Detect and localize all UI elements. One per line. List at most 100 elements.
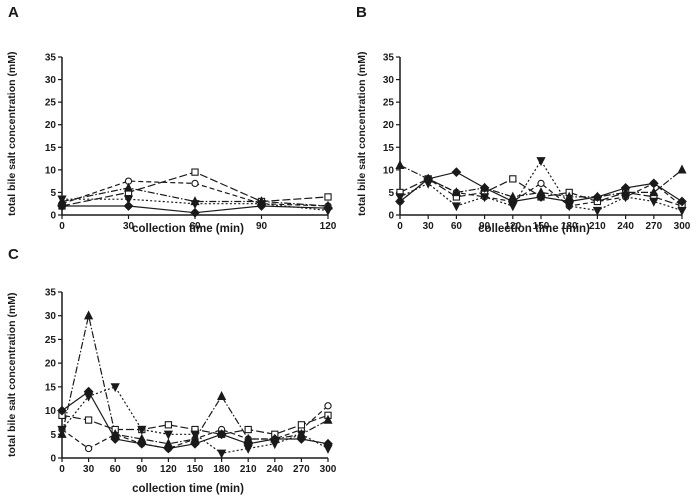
series-line-filled-triangle	[61, 315, 329, 445]
x-tick-label: 240	[617, 221, 634, 232]
marker-triangle-down-icon	[163, 430, 174, 440]
panel-b: B total bile salt concentration (mM) 0 5 1…	[348, 0, 699, 250]
panel-a-y-axis-title: total bile salt concentration (mM)	[6, 51, 18, 217]
x-tick-label: 0	[59, 464, 65, 475]
y-tick-label: 35	[45, 288, 57, 299]
panel-c: C total bile salt concentration (mM) 0 5 1…	[0, 240, 350, 502]
y-tick-label: 10	[45, 165, 57, 176]
marker-diamond-icon	[677, 196, 687, 207]
marker-diamond-icon	[648, 178, 659, 189]
panel-b-y-axis-title: total bile salt concentration (mM)	[356, 51, 368, 217]
marker-diamond-icon	[57, 201, 67, 211]
y-tick-label: 35	[383, 53, 395, 64]
y-tick-label: 0	[50, 211, 56, 222]
marker-triangle-down-icon	[592, 206, 603, 216]
panel-a-label: A	[8, 4, 19, 21]
y-tick-label: 0	[50, 454, 56, 465]
x-tick-label: 300	[674, 221, 691, 232]
panel-a-x-axis-title: collection time (min)	[132, 223, 244, 235]
marker-triangle-up-icon	[451, 187, 462, 197]
marker-diamond-icon	[395, 196, 405, 207]
panel-b-x-axis-title: collection time (min)	[478, 223, 590, 235]
y-tick-label: 25	[45, 335, 57, 346]
marker-triangle-up-icon	[677, 164, 687, 174]
x-tick-label: 30	[123, 221, 135, 232]
marker-diamond-icon	[216, 429, 227, 440]
marker-triangle-down-icon	[190, 200, 200, 210]
marker-diamond-icon	[536, 192, 546, 202]
x-tick-label: 30	[423, 221, 435, 232]
panel-a: A total bile salt concentration (mM) 0 5 1…	[0, 0, 350, 250]
marker-diamond-icon	[110, 434, 121, 444]
marker-diamond-icon	[269, 434, 280, 444]
y-tick-label: 30	[45, 75, 57, 86]
x-tick-label: 270	[645, 221, 662, 232]
marker-triangle-down-icon	[110, 383, 120, 393]
y-tick-label: 30	[383, 75, 395, 86]
series-line-filled-triangle	[399, 164, 683, 198]
x-tick-label: 180	[561, 221, 578, 232]
marker-triangle-down-icon	[57, 425, 67, 435]
marker-diamond-icon	[507, 196, 518, 207]
x-tick-label: 120	[504, 221, 521, 232]
x-tick-label: 60	[189, 221, 201, 232]
marker-circle-icon	[84, 444, 93, 453]
y-tick-label: 0	[388, 211, 394, 222]
x-tick-label: 60	[110, 464, 122, 475]
marker-square-icon	[244, 425, 252, 434]
x-tick-label: 240	[266, 464, 283, 475]
marker-triangle-down-icon	[137, 425, 147, 435]
marker-triangle-down-icon	[677, 206, 687, 216]
x-tick-label: 150	[187, 464, 204, 475]
marker-diamond-icon	[323, 438, 333, 449]
x-tick-label: 300	[320, 464, 337, 475]
y-tick-label: 20	[383, 120, 395, 131]
marker-triangle-down-icon	[620, 193, 631, 203]
marker-triangle-down-icon	[479, 193, 490, 203]
marker-triangle-up-icon	[649, 187, 659, 197]
marker-diamond-icon	[123, 201, 134, 211]
marker-diamond-icon	[296, 434, 307, 444]
panel-b-plot: 0 5 10 15 20 25 30 35 0 30 60 90 120 150 180 210 240 270 3…	[383, 53, 691, 233]
series-line-filled-inverted-triangle	[399, 159, 683, 212]
marker-square-icon	[324, 193, 332, 201]
y-tick-label: 10	[45, 406, 57, 417]
marker-triangle-down-icon	[216, 449, 227, 459]
x-tick-label: 210	[589, 221, 606, 232]
y-tick-label: 5	[50, 188, 56, 199]
marker-triangle-down-icon	[57, 195, 67, 205]
marker-diamond-icon	[479, 183, 490, 193]
marker-triangle-up-icon	[83, 310, 94, 320]
y-tick-label: 15	[383, 143, 395, 154]
marker-diamond-icon	[243, 438, 254, 449]
marker-diamond-icon	[190, 438, 200, 449]
y-tick-label: 15	[45, 382, 57, 393]
marker-circle-icon	[191, 179, 199, 188]
x-tick-label: 180	[213, 464, 230, 475]
y-tick-label: 25	[45, 98, 57, 109]
marker-triangle-up-icon	[123, 182, 134, 192]
marker-diamond-icon	[592, 192, 603, 202]
marker-diamond-icon	[83, 386, 94, 397]
marker-square-icon	[297, 421, 306, 429]
panel-c-x-axis-title: collection time (min)	[132, 483, 244, 495]
marker-triangle-down-icon	[536, 157, 546, 167]
x-tick-label: 210	[240, 464, 257, 475]
marker-diamond-icon	[163, 443, 174, 454]
marker-triangle-down-icon	[190, 430, 200, 440]
panel-c-plot: 0 5 10 15 20 25 30 35 0 30 60 90 120 150 180 210 240 270 3…	[45, 288, 337, 476]
marker-square-icon	[164, 421, 173, 429]
panel-a-plot: 0 5 10 15 20 25 30 35 0 30 60 90 120	[45, 53, 337, 233]
x-tick-label: 0	[59, 221, 65, 232]
marker-triangle-down-icon	[451, 202, 462, 212]
panel-b-label: B	[356, 4, 367, 21]
marker-triangle-down-icon	[649, 197, 659, 207]
marker-diamond-icon	[451, 167, 462, 177]
y-tick-label: 10	[383, 165, 395, 176]
series-line-filled-inverted-triangle	[61, 386, 329, 454]
y-tick-label: 25	[383, 98, 395, 109]
x-tick-label: 120	[160, 464, 177, 475]
y-tick-label: 20	[45, 359, 57, 370]
y-tick-label: 5	[50, 430, 56, 441]
marker-circle-icon	[324, 402, 332, 410]
